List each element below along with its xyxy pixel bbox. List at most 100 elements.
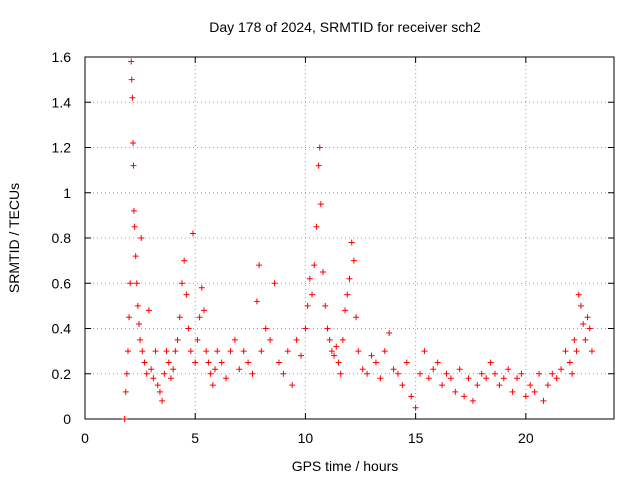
data-point (412, 404, 419, 411)
data-point (130, 207, 137, 214)
data-point (231, 336, 238, 343)
data-point (368, 352, 375, 359)
data-point (577, 302, 584, 309)
data-point (128, 58, 135, 65)
data-point (350, 257, 357, 264)
data-point (344, 291, 351, 298)
data-point (178, 280, 185, 287)
data-point (141, 359, 148, 366)
data-point (469, 397, 476, 404)
data-point (439, 382, 446, 389)
data-point (130, 162, 137, 169)
data-point (167, 375, 174, 382)
data-point (328, 348, 335, 355)
y-tick-label: 0 (63, 411, 71, 427)
data-point (227, 348, 234, 355)
data-point (131, 223, 138, 230)
data-point (443, 370, 450, 377)
data-point (123, 370, 130, 377)
data-point (509, 388, 516, 395)
x-tick-label: 5 (191, 430, 199, 446)
data-point (399, 382, 406, 389)
data-point (586, 325, 593, 332)
data-point (359, 366, 366, 373)
data-point (355, 348, 362, 355)
data-point (381, 348, 388, 355)
data-point (258, 348, 265, 355)
data-point (128, 76, 135, 83)
data-point (196, 314, 203, 321)
data-point (320, 268, 327, 275)
data-point (474, 382, 481, 389)
data-point (496, 382, 503, 389)
data-point (315, 162, 322, 169)
data-point (130, 139, 137, 146)
x-tick-label: 0 (81, 430, 89, 446)
data-point (465, 375, 472, 382)
data-point (487, 359, 494, 366)
data-point (137, 336, 144, 343)
data-point (522, 393, 529, 400)
data-point (165, 359, 172, 366)
data-point (317, 201, 324, 208)
data-point (138, 235, 145, 241)
data-point (127, 280, 134, 287)
data-point (136, 320, 143, 327)
data-point (417, 370, 424, 377)
y-tick-label: 0.2 (52, 366, 72, 382)
chart-title: Day 178 of 2024, SRMTID for receiver sch… (209, 19, 481, 35)
data-point (198, 284, 205, 291)
data-point (150, 375, 157, 382)
data-point (192, 359, 199, 366)
data-point (500, 375, 507, 382)
data-point (562, 348, 569, 355)
data-point (430, 366, 437, 373)
data-point (256, 262, 263, 269)
data-point (133, 280, 140, 287)
data-point (176, 314, 183, 321)
data-point (122, 388, 129, 395)
data-point (316, 144, 323, 151)
data-point (434, 359, 441, 366)
data-point (159, 397, 166, 404)
data-point (514, 375, 521, 382)
data-point (324, 325, 331, 332)
data-point (313, 223, 320, 230)
data-point (293, 336, 300, 343)
data-point (207, 370, 214, 377)
data-point (536, 370, 543, 377)
data-point (377, 375, 384, 382)
data-point (181, 257, 188, 264)
data-point (163, 348, 170, 355)
data-point (209, 382, 216, 389)
x-axis-label: GPS time / hours (292, 458, 399, 474)
data-point (275, 359, 282, 366)
data-point (491, 370, 498, 377)
data-point (569, 370, 576, 377)
data-point (390, 366, 397, 373)
x-tick-label: 10 (298, 430, 314, 446)
data-point (447, 375, 454, 382)
data-point (152, 348, 159, 355)
data-point (456, 366, 463, 373)
data-point (580, 320, 587, 327)
data-point (353, 314, 360, 321)
y-tick-label: 1.6 (52, 49, 72, 65)
data-point (187, 348, 194, 355)
data-point (240, 348, 247, 355)
data-point (190, 230, 197, 237)
data-point (124, 348, 131, 355)
data-point (571, 336, 578, 343)
data-point (134, 302, 141, 309)
data-point (544, 382, 551, 389)
data-point (185, 325, 192, 332)
data-point (540, 397, 547, 404)
data-point (218, 359, 225, 366)
data-point (302, 325, 309, 332)
data-point (161, 370, 168, 377)
data-point (126, 314, 133, 321)
data-point (505, 366, 512, 373)
data-point (372, 359, 379, 366)
data-point (483, 375, 490, 382)
